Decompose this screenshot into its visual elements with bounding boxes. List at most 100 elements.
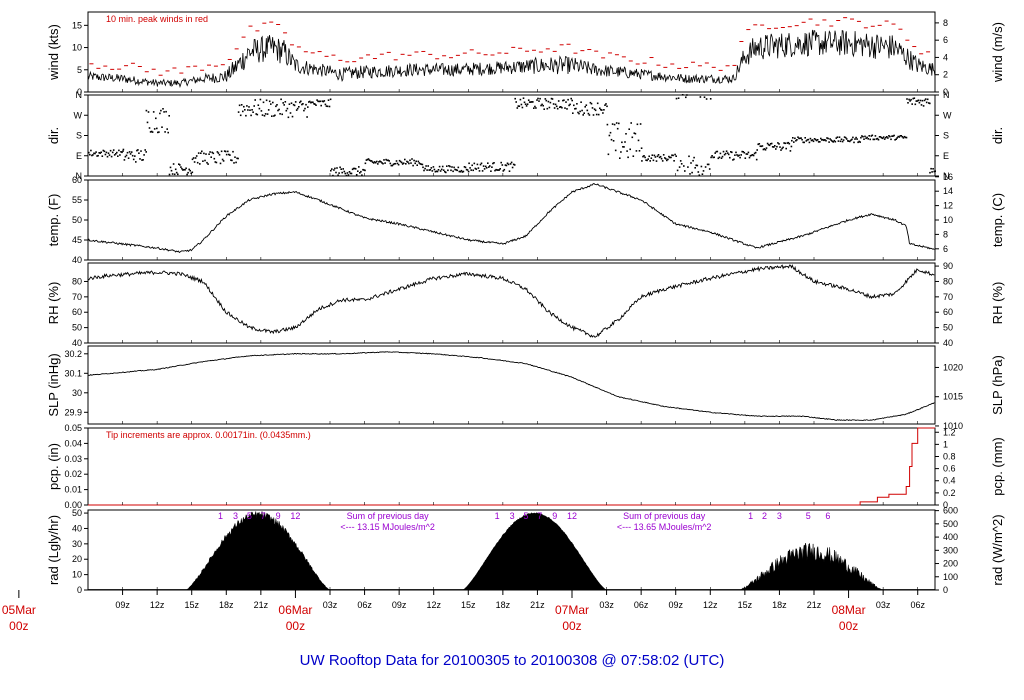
dir-point bbox=[90, 149, 92, 152]
dir-point bbox=[224, 150, 227, 153]
dir-point bbox=[221, 158, 224, 161]
dir-point bbox=[179, 164, 181, 166]
dir-point bbox=[555, 105, 558, 108]
dir-point bbox=[166, 128, 168, 130]
dir-point bbox=[762, 148, 765, 151]
y2-tick-label: 2 bbox=[943, 70, 948, 80]
y-tick-label: 40 bbox=[72, 523, 82, 533]
dir-point bbox=[382, 162, 384, 165]
dir-point bbox=[134, 155, 136, 157]
dir-point bbox=[371, 161, 374, 163]
dir-point bbox=[261, 114, 264, 116]
dir-point bbox=[239, 114, 242, 117]
dir-point bbox=[415, 160, 417, 163]
dir-segment bbox=[572, 101, 608, 116]
dir-point bbox=[721, 155, 724, 158]
dir-point bbox=[323, 100, 326, 102]
hour-marker: 2 bbox=[762, 511, 767, 521]
dir-point bbox=[782, 146, 784, 149]
dir-point bbox=[366, 158, 369, 161]
dir-point bbox=[291, 115, 294, 118]
date-label: 05Mar bbox=[2, 603, 36, 617]
dir-point bbox=[934, 170, 936, 172]
dir-point bbox=[592, 114, 595, 116]
dir-point bbox=[95, 151, 97, 153]
dir-point bbox=[299, 101, 301, 104]
y-axis-label: wind (kts) bbox=[46, 24, 61, 81]
dir-point bbox=[622, 146, 624, 148]
dir-point bbox=[440, 168, 443, 171]
dir-point bbox=[322, 100, 325, 103]
y-tick-label: 0.02 bbox=[64, 469, 82, 479]
dir-point bbox=[710, 156, 712, 159]
dir-point bbox=[641, 160, 643, 162]
dir-point bbox=[512, 163, 515, 166]
dir-point bbox=[355, 174, 358, 176]
dir-point bbox=[799, 137, 801, 140]
dir-point bbox=[368, 159, 371, 161]
dir-point bbox=[327, 99, 330, 101]
dir-segment bbox=[191, 150, 239, 165]
dir-point bbox=[738, 154, 740, 157]
dir-point bbox=[905, 136, 908, 139]
daily-sum-title: Sum of previous day bbox=[623, 511, 706, 521]
dir-point bbox=[207, 163, 209, 165]
dir-point bbox=[826, 137, 828, 139]
dir-segment bbox=[168, 163, 194, 176]
dir-point bbox=[764, 149, 767, 151]
dir-point bbox=[398, 159, 401, 162]
dir-point bbox=[146, 121, 149, 124]
dir-point bbox=[254, 99, 256, 101]
y-tick-label: 45 bbox=[72, 235, 82, 245]
dir-point bbox=[709, 98, 712, 100]
dir-point bbox=[695, 164, 697, 167]
y2-tick-label: 0.4 bbox=[943, 476, 956, 486]
dir-point bbox=[444, 170, 446, 173]
dir-point bbox=[309, 100, 311, 103]
x-tick-label: 09z bbox=[668, 600, 683, 610]
dir-segment bbox=[88, 149, 124, 158]
dir-point bbox=[287, 116, 290, 119]
dir-point bbox=[492, 162, 494, 165]
dir-point bbox=[246, 105, 248, 107]
dir-point bbox=[150, 130, 153, 133]
dir-point bbox=[769, 143, 772, 145]
dir-segment bbox=[675, 94, 712, 176]
dir-point bbox=[451, 166, 453, 168]
x-tick-label: 06z bbox=[357, 600, 372, 610]
daily-sum-1: Sum of previous day<--- 13.15 MJoules/m^… bbox=[340, 511, 435, 532]
dir-point bbox=[363, 169, 365, 171]
dir-point bbox=[921, 99, 924, 102]
dir-point bbox=[253, 105, 255, 107]
dir-point bbox=[103, 150, 106, 153]
dir-point bbox=[235, 161, 237, 164]
dir-point bbox=[920, 104, 923, 106]
dir-point bbox=[376, 160, 378, 163]
dir-point bbox=[137, 149, 139, 151]
dir-point bbox=[110, 155, 113, 158]
dir-point bbox=[793, 141, 795, 143]
x-tick-label: 12z bbox=[703, 600, 718, 610]
dir-point bbox=[400, 161, 403, 164]
dir-point bbox=[590, 102, 593, 105]
dir-point bbox=[902, 137, 905, 139]
dir-point bbox=[747, 151, 750, 154]
dir-point bbox=[722, 150, 725, 153]
dir-point bbox=[407, 161, 409, 163]
dir-segment bbox=[710, 150, 758, 161]
y-tick-label: 0.05 bbox=[64, 423, 82, 433]
dir-point bbox=[856, 138, 858, 140]
dir-point bbox=[658, 156, 661, 159]
y-axis-label: pcp. (in) bbox=[46, 443, 61, 490]
dir-point bbox=[191, 158, 194, 161]
dir-point bbox=[885, 136, 887, 139]
dir-point bbox=[311, 101, 313, 103]
x-tick-label: 15z bbox=[184, 600, 199, 610]
dir-point bbox=[637, 139, 640, 142]
dir-point bbox=[745, 153, 748, 155]
dir-point bbox=[498, 169, 500, 171]
dir-point bbox=[285, 109, 288, 112]
dir-point bbox=[292, 103, 295, 106]
y2-tick-label: 6 bbox=[943, 244, 948, 254]
dir-point bbox=[665, 157, 667, 160]
